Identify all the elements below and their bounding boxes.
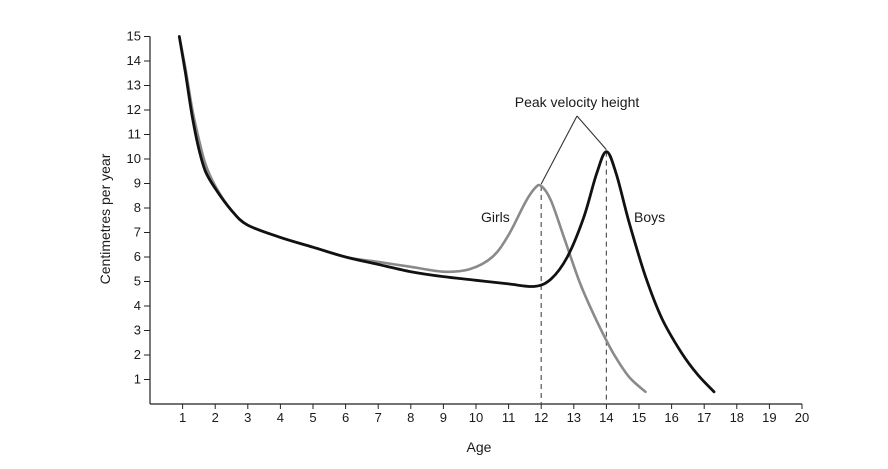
y-tick-label-8: 8 — [134, 200, 141, 215]
boys-label: Boys — [634, 209, 665, 225]
y-tick-label-1: 1 — [134, 372, 141, 387]
y-tick-label-7: 7 — [134, 225, 141, 240]
series-line-boys — [177, 35, 716, 394]
x-tick-label-7: 7 — [375, 410, 382, 425]
x-tick-label-17: 17 — [697, 410, 711, 425]
girls-label: Girls — [481, 209, 510, 225]
y-tick-label-3: 3 — [134, 323, 141, 338]
y-tick-label-14: 14 — [127, 53, 141, 68]
x-tick-label-5: 5 — [309, 410, 316, 425]
x-tick-label-18: 18 — [730, 410, 744, 425]
x-tick-label-20: 20 — [795, 410, 809, 425]
y-axis-label: Centimetres per year — [97, 153, 113, 284]
y-tick-label-4: 4 — [134, 298, 141, 313]
x-tick-label-8: 8 — [407, 410, 414, 425]
y-tick-label-5: 5 — [134, 274, 141, 289]
axes — [149, 36, 802, 405]
y-tick-label-9: 9 — [134, 176, 141, 191]
x-tick-label-6: 6 — [342, 410, 349, 425]
peak-guides — [540, 151, 608, 404]
y-tick-label-15: 15 — [127, 29, 141, 44]
y-tick-label-13: 13 — [127, 78, 141, 93]
x-axis-label: Age — [467, 439, 492, 455]
peak-callout-boys — [576, 115, 607, 151]
y-tick-label-10: 10 — [127, 151, 141, 166]
x-tick-label-9: 9 — [440, 410, 447, 425]
x-tick-label-4: 4 — [277, 410, 284, 425]
x-tick-label-15: 15 — [632, 410, 646, 425]
x-tick-label-11: 11 — [502, 410, 516, 425]
x-tick-label-2: 2 — [212, 410, 219, 425]
y-tick-label-11: 11 — [128, 127, 142, 142]
y-tick-label-2: 2 — [134, 347, 141, 362]
series-line-girls — [178, 35, 647, 394]
x-tick-label-14: 14 — [599, 410, 613, 425]
peak-velocity-label: Peak velocity height — [515, 94, 640, 110]
x-tick-label-3: 3 — [244, 410, 251, 425]
peak-callout-lines — [540, 115, 607, 185]
y-tick-label-12: 12 — [127, 102, 141, 117]
series-layer — [177, 35, 716, 394]
y-tick-label-6: 6 — [134, 249, 141, 264]
x-tick-label-16: 16 — [664, 410, 678, 425]
peak-callout-girls — [540, 115, 578, 185]
x-tick-label-19: 19 — [762, 410, 776, 425]
x-tick-label-12: 12 — [534, 410, 548, 425]
x-tick-label-1: 1 — [179, 410, 186, 425]
x-tick-label-10: 10 — [469, 410, 483, 425]
x-tick-label-13: 13 — [567, 410, 581, 425]
